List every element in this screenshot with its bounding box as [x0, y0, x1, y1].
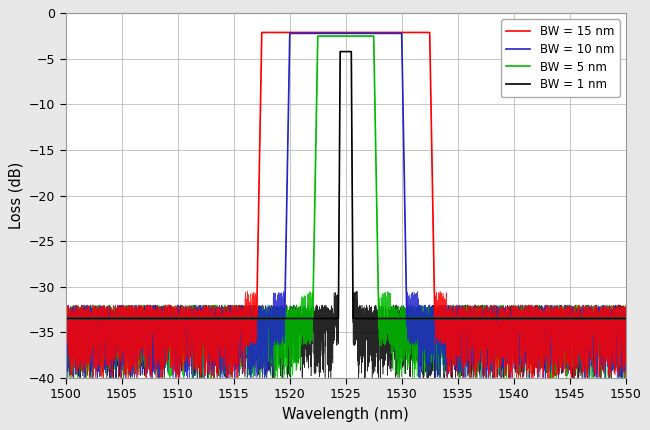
- BW = 5 nm: [622, 316, 630, 321]
- BW = 5 nm: [314, 34, 322, 39]
- BW = 15 nm: [614, 316, 622, 321]
- BW = 1 nm: [621, 316, 629, 321]
- BW = 1 nm: [419, 316, 427, 321]
- BW = 1 nm: [336, 49, 344, 54]
- BW = 10 nm: [419, 316, 427, 321]
- BW = 1 nm: [313, 316, 321, 321]
- BW = 10 nm: [549, 316, 556, 321]
- BW = 15 nm: [564, 316, 572, 321]
- BW = 15 nm: [419, 30, 427, 35]
- BW = 10 nm: [622, 316, 630, 321]
- BW = 1 nm: [622, 316, 630, 321]
- X-axis label: Wavelength (nm): Wavelength (nm): [282, 407, 409, 422]
- BW = 15 nm: [549, 316, 556, 321]
- BW = 5 nm: [419, 316, 427, 321]
- BW = 15 nm: [62, 316, 70, 321]
- Line: BW = 5 nm: BW = 5 nm: [66, 36, 626, 319]
- BW = 5 nm: [621, 316, 629, 321]
- BW = 10 nm: [564, 316, 572, 321]
- Y-axis label: Loss (dB): Loss (dB): [8, 162, 23, 229]
- BW = 1 nm: [62, 316, 70, 321]
- BW = 1 nm: [549, 316, 556, 321]
- BW = 10 nm: [62, 316, 70, 321]
- Line: BW = 15 nm: BW = 15 nm: [66, 32, 626, 319]
- BW = 5 nm: [313, 45, 321, 50]
- Line: BW = 10 nm: BW = 10 nm: [66, 34, 626, 319]
- BW = 5 nm: [62, 316, 70, 321]
- BW = 1 nm: [614, 316, 622, 321]
- BW = 5 nm: [564, 316, 572, 321]
- BW = 10 nm: [314, 31, 322, 36]
- BW = 10 nm: [286, 31, 294, 36]
- BW = 15 nm: [314, 30, 322, 35]
- BW = 1 nm: [564, 316, 572, 321]
- BW = 15 nm: [258, 30, 266, 35]
- BW = 10 nm: [621, 316, 629, 321]
- BW = 15 nm: [622, 316, 630, 321]
- Line: BW = 1 nm: BW = 1 nm: [66, 52, 626, 319]
- BW = 5 nm: [614, 316, 622, 321]
- Legend: BW = 15 nm, BW = 10 nm, BW = 5 nm, BW = 1 nm: BW = 15 nm, BW = 10 nm, BW = 5 nm, BW = …: [500, 19, 620, 97]
- BW = 5 nm: [549, 316, 556, 321]
- BW = 10 nm: [614, 316, 622, 321]
- BW = 15 nm: [621, 316, 629, 321]
